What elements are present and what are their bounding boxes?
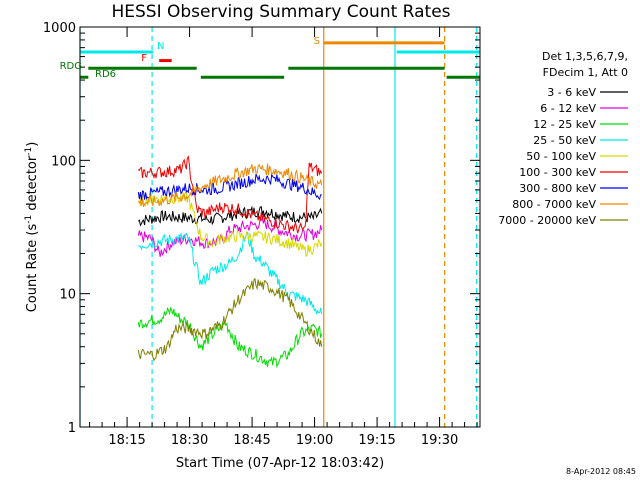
x-tick-label: 19:30 xyxy=(421,433,458,448)
x-axis-ticks: 18:15 18:30 18:45 19:00 19:15 19:30 xyxy=(89,27,478,448)
legend-label: 50 - 100 keV xyxy=(526,150,596,163)
legend-label: 300 - 800 keV xyxy=(519,182,596,195)
y-tick-label: 1 xyxy=(68,421,76,436)
y-tick-label: 100 xyxy=(51,154,76,169)
legend-header-line-1: Det 1,3,5,6,7,9, xyxy=(542,50,628,63)
plot-frame xyxy=(79,26,481,428)
legend-label: 100 - 300 keV xyxy=(519,166,596,179)
series-line xyxy=(137,306,323,368)
series-line xyxy=(138,231,323,316)
series-line xyxy=(137,172,322,201)
series-line xyxy=(137,216,323,257)
y-tick-label: 1000 xyxy=(43,21,76,36)
y-axis-ticks: 1 10 100 1000 xyxy=(43,21,480,436)
plot-area xyxy=(79,27,480,427)
series-line xyxy=(137,163,323,208)
legend-label: 6 - 12 keV xyxy=(540,102,596,115)
x-tick-label: 18:15 xyxy=(108,433,145,448)
legend-label: 800 - 7000 keV xyxy=(512,198,596,211)
legend-label: 7000 - 20000 keV xyxy=(498,214,596,227)
series-line xyxy=(137,277,323,362)
legend: Det 1,3,5,6,7,9, FDecim 1, Att 0 3 - 6 k… xyxy=(498,50,628,227)
footer-date: 8-Apr-2012 08:45 xyxy=(566,467,636,476)
y-tick-label: 10 xyxy=(59,288,76,303)
x-tick-label: 18:30 xyxy=(171,433,208,448)
series-line xyxy=(137,205,323,227)
status-label-n: N xyxy=(157,41,164,52)
legend-label: 12 - 25 keV xyxy=(533,118,596,131)
x-tick-label: 19:00 xyxy=(296,433,333,448)
series-line xyxy=(137,191,323,257)
y-axis-label: Count Rate (s-1 detector-1) xyxy=(24,142,40,313)
chart-title: HESSI Observing Summary Count Rates xyxy=(111,2,450,22)
x-tick-label: 19:15 xyxy=(358,433,395,448)
x-axis-label: Start Time (07-Apr-12 18:03:42) xyxy=(176,456,384,471)
status-label-rd6: RD6 xyxy=(95,69,116,80)
status-label-s: S xyxy=(314,36,320,47)
legend-label: 3 - 6 keV xyxy=(547,86,596,99)
x-tick-label: 18:45 xyxy=(233,433,270,448)
series-line xyxy=(138,155,323,234)
legend-label: 25 - 50 keV xyxy=(533,134,596,147)
status-label-f: F xyxy=(141,53,147,64)
status-label-rdg: RDG xyxy=(60,61,82,72)
legend-header-line-2: FDecim 1, Att 0 xyxy=(543,66,628,79)
